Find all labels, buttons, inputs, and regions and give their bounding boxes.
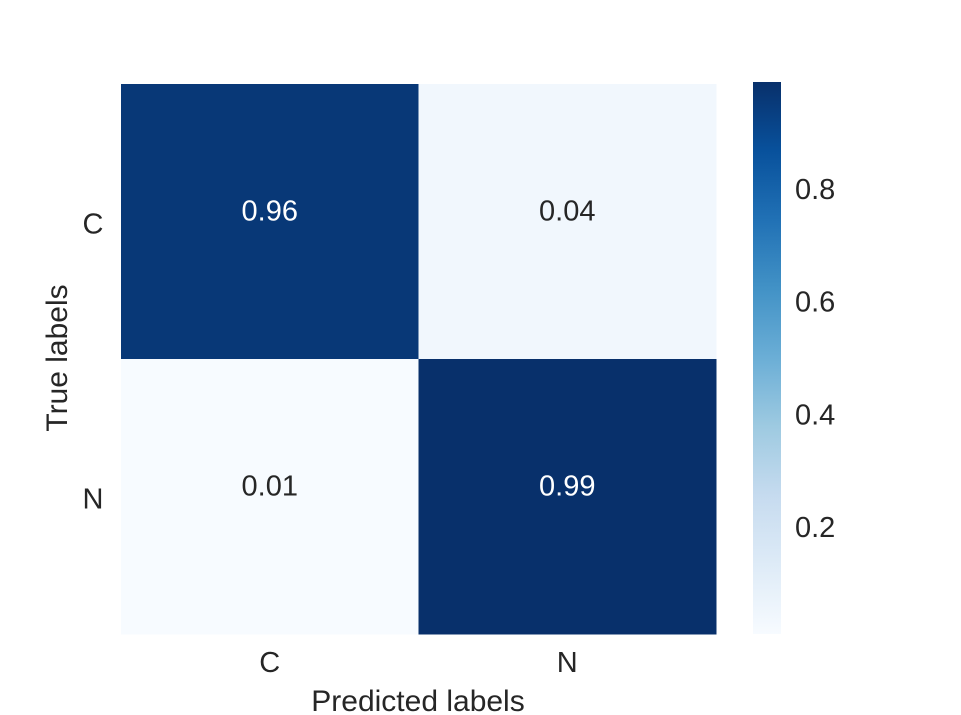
cell-value-label: 0.99: [539, 471, 595, 503]
colorbar-tick-label: 0.2: [795, 512, 835, 544]
cell-value-label: 0.96: [242, 196, 298, 228]
y-tick-label: N: [83, 484, 104, 516]
cell-value-label: 0.01: [242, 471, 298, 503]
colorbar-tick-label: 0.4: [795, 399, 835, 431]
y-axis-title: True labels: [41, 284, 74, 431]
x-tick-label: N: [557, 647, 578, 679]
heatmap-cells: [121, 84, 717, 635]
heatmap-cell: [418, 84, 717, 360]
x-axis-title: Predicted labels: [311, 685, 524, 715]
colorbar-ticks: 0.2 0.4 0.6 0.8: [795, 174, 835, 544]
x-tick-label: C: [259, 647, 280, 679]
heatmap-cell-labels: 0.96 0.04 0.01 0.99: [242, 196, 596, 503]
heatmap-cell: [121, 84, 419, 360]
y-axis-ticks: CN: [83, 209, 104, 516]
colorbar-tick-label: 0.6: [795, 287, 835, 319]
heatmap-cell: [121, 359, 419, 635]
y-tick-label: C: [83, 209, 104, 241]
heatmap-cell: [418, 359, 717, 635]
cell-value-label: 0.04: [539, 196, 595, 228]
colorbar: [753, 82, 781, 634]
colorbar-tick-label: 0.8: [795, 174, 835, 206]
